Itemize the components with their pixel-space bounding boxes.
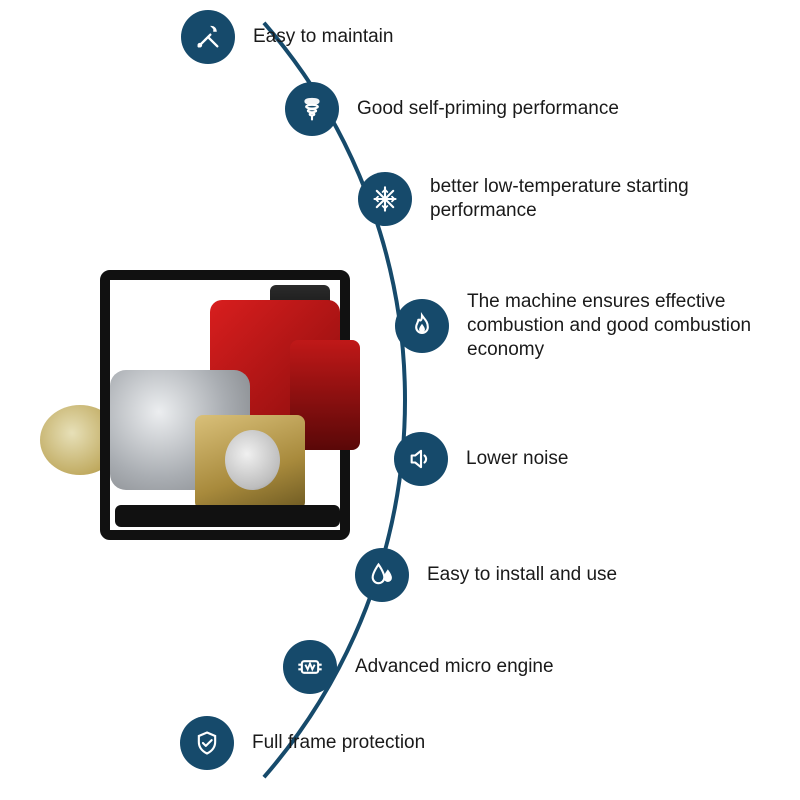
feature-label: better low-temperature starting performa… — [430, 175, 720, 223]
chip-icon — [283, 640, 337, 694]
feature-maintain: Easy to maintain — [181, 10, 393, 64]
feature-label: Easy to install and use — [427, 563, 617, 587]
tornado-icon — [285, 82, 339, 136]
shield-icon — [180, 716, 234, 770]
infographic-canvas: Easy to maintain Good self-priming perfor… — [0, 0, 800, 800]
feature-label: Advanced micro engine — [355, 655, 554, 679]
feature-label: Full frame protection — [252, 731, 425, 755]
feature-combust: The machine ensures effective combustion… — [395, 290, 757, 361]
feature-install: Easy to install and use — [355, 548, 617, 602]
feature-noise: Lower noise — [394, 432, 568, 486]
product-image — [40, 260, 360, 550]
snowflake-icon — [358, 172, 412, 226]
feature-label: The machine ensures effective combustion… — [467, 290, 757, 361]
speaker-icon — [394, 432, 448, 486]
feature-coldstart: better low-temperature starting performa… — [358, 172, 720, 226]
droplet-icon — [355, 548, 409, 602]
feature-frame: Full frame protection — [180, 716, 425, 770]
feature-label: Good self-priming performance — [357, 97, 619, 121]
feature-engine: Advanced micro engine — [283, 640, 554, 694]
feature-label: Easy to maintain — [253, 25, 393, 49]
flame-icon — [395, 299, 449, 353]
feature-priming: Good self-priming performance — [285, 82, 619, 136]
feature-label: Lower noise — [466, 447, 568, 471]
tools-icon — [181, 10, 235, 64]
